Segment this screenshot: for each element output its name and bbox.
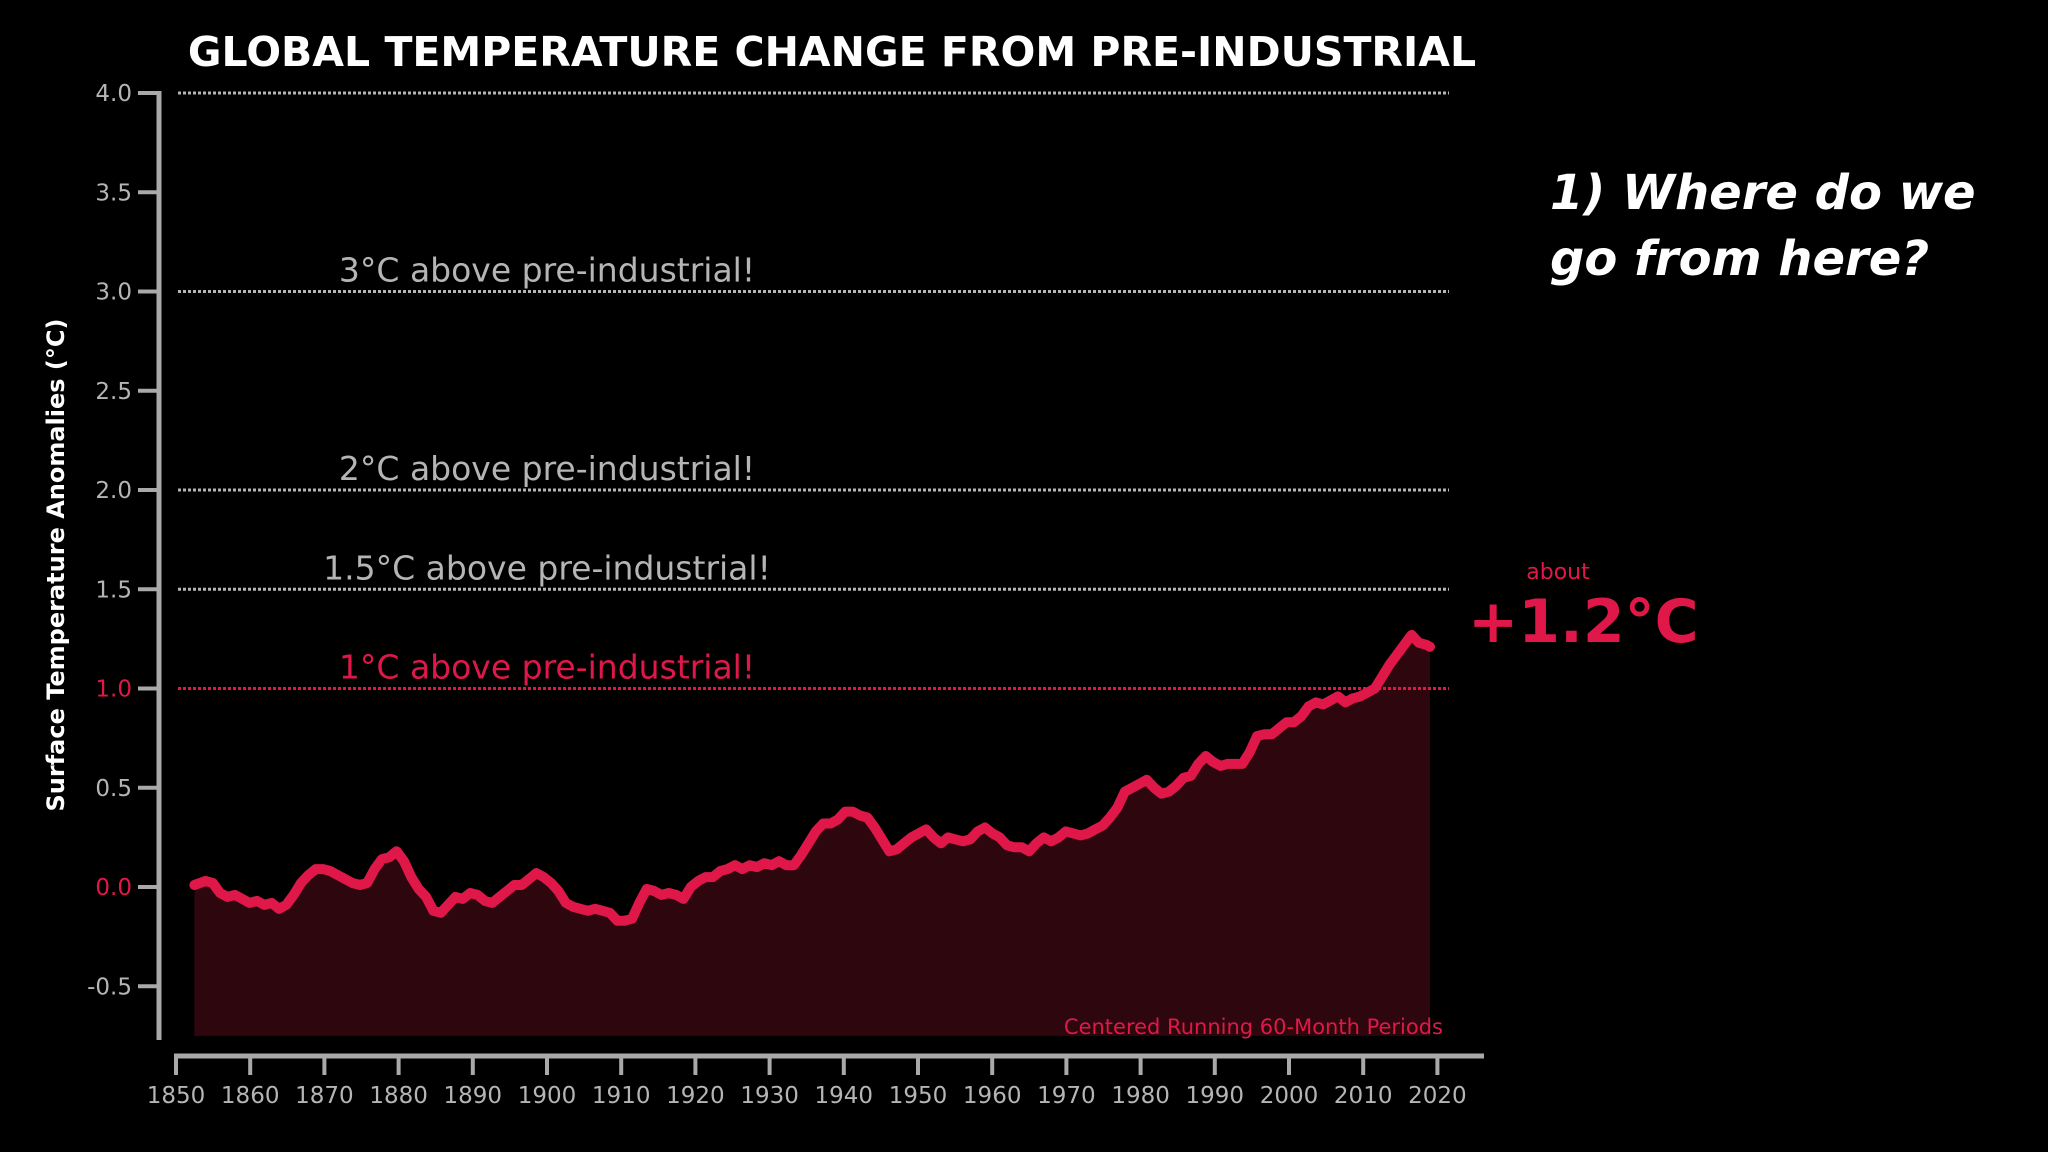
x-tick-label-11: 1960 [963, 1083, 1022, 1109]
x-tick-label-0: 1850 [147, 1083, 206, 1109]
chart-title: GLOBAL TEMPERATURE CHANGE FROM PRE-INDUS… [188, 28, 1476, 76]
x-tick-label-3: 1880 [369, 1083, 428, 1109]
current-value-label: +1.2°C [1468, 587, 1699, 657]
x-tick-label-16: 2010 [1334, 1083, 1393, 1109]
temperature-series-line [189, 629, 1435, 926]
y-tick-label-3: 1.0 [95, 677, 132, 703]
x-tick-label-8: 1930 [740, 1083, 799, 1109]
y-tick-label-2: 0.5 [95, 776, 132, 802]
x-tick-label-5: 1900 [518, 1083, 577, 1109]
current-value-prefix: about [1526, 560, 1590, 585]
x-tick-label-9: 1940 [815, 1083, 874, 1109]
x-tick-label-12: 1970 [1037, 1083, 1096, 1109]
y-tick-label-1: 0.0 [95, 875, 132, 901]
y-tick-label-9: 4.0 [95, 81, 132, 107]
y-tick-label-8: 3.5 [95, 180, 132, 206]
x-tick-label-17: 2020 [1408, 1083, 1467, 1109]
y-tick-label-4: 1.5 [95, 577, 132, 603]
y-tick-label-7: 3.0 [95, 280, 132, 306]
x-tick-label-15: 2000 [1260, 1083, 1319, 1109]
threshold-label-1: 3°C above pre-industrial! [339, 251, 755, 290]
y-tick-label-6: 2.5 [95, 379, 132, 405]
threshold-label-3: 1.5°C above pre-industrial! [323, 548, 771, 587]
series-area-fill [194, 634, 1430, 1036]
x-tick-label-10: 1950 [889, 1083, 948, 1109]
x-tick-label-2: 1870 [295, 1083, 354, 1109]
threshold-label-2: 2°C above pre-industrial! [339, 449, 755, 488]
x-tick-label-14: 1990 [1186, 1083, 1245, 1109]
x-tick-label-4: 1890 [444, 1083, 503, 1109]
running-mean-note: Centered Running 60-Month Periods [1064, 1015, 1443, 1039]
x-tick-label-13: 1980 [1111, 1083, 1170, 1109]
y-tick-label-5: 2.0 [95, 478, 132, 504]
y-axis-label: Surface Temperature Anomalies (°C) [42, 319, 70, 812]
x-tick-label-1: 1860 [221, 1083, 280, 1109]
side-question: 1) Where do we go from here? [1550, 165, 1976, 287]
x-tick-label-7: 1920 [666, 1083, 725, 1109]
threshold-label-4: 1°C above pre-industrial! [339, 648, 755, 687]
x-tick-label-6: 1910 [592, 1083, 651, 1109]
y-tick-label-0: -0.5 [87, 974, 132, 1000]
